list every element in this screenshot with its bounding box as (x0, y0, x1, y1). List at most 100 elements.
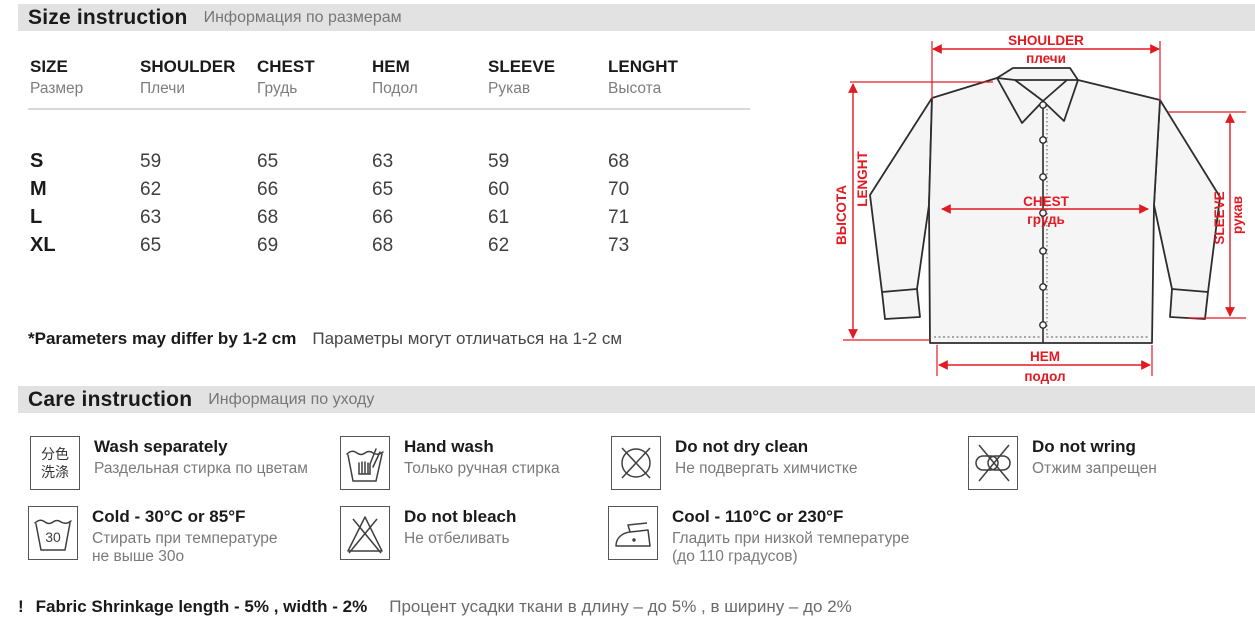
size-section-header-bar: Size instruction Информация по размерам (18, 4, 1255, 31)
col-subheader-hem: Подол (372, 80, 418, 97)
col-subheader-length: Высота (608, 80, 662, 97)
chest-label-en: CHEST (1023, 194, 1070, 209)
care-section-title-ru: Информация по уходу (208, 390, 375, 408)
shrinkage-note-ru: Процент усадки ткани в длину – до 5% , в… (389, 597, 852, 616)
size-section-title-ru: Информация по размерам (203, 8, 402, 26)
value-cell: 65 (140, 235, 162, 256)
care-section-title: Care instruction (28, 387, 193, 411)
value-cell: 62 (488, 235, 510, 256)
col-subheader-shoulder: Плечи (140, 80, 186, 97)
care-subtitle: Раздельная стирка по цветам (94, 460, 308, 477)
height-label-ru: ВЫСОТА (834, 185, 849, 245)
care-item-do-not-dry-clean: Do not dry clean Не подвергать химчистке (611, 436, 857, 490)
value-cell: 68 (372, 235, 394, 256)
value-cell: 65 (257, 151, 279, 172)
value-cell: 59 (140, 151, 162, 172)
care-title: Cool - 110°C or 230°F (672, 507, 844, 526)
size-section-title: Size instruction (28, 5, 188, 29)
care-section-header-bar: Care instruction Информация по уходу (18, 386, 1255, 413)
parameters-note-en: *Parameters may differ by 1-2 cm (28, 329, 297, 348)
value-cell: 60 (488, 179, 510, 200)
care-subtitle: Гладить при низкой температуре (до 110 г… (672, 530, 910, 565)
measurement-lines (843, 41, 1246, 376)
care-item-iron-cool: Cool - 110°C or 230°F Гладить при низкой… (608, 506, 909, 566)
col-header-chest: CHEST (257, 57, 315, 76)
shoulder-label-en: SHOULDER (1008, 35, 1084, 48)
table-row-l: L 63 68 66 61 71 (30, 206, 750, 234)
care-title: Do not wring (1032, 437, 1136, 456)
col-header-shoulder: SHOULDER (140, 57, 236, 76)
care-title: Do not dry clean (675, 437, 809, 456)
do-not-dry-clean-icon (611, 436, 661, 490)
table-header-separator (28, 108, 750, 110)
value-cell: 68 (257, 207, 279, 228)
parameters-note-ru: Параметры могут отличаться на 1-2 см (312, 329, 623, 348)
value-cell: 65 (372, 179, 394, 200)
size-label: L (30, 206, 43, 228)
col-header-length: LENGHT (608, 57, 678, 76)
hem-label-en: HEM (1030, 349, 1060, 364)
hem-label-ru: подол (1024, 369, 1065, 384)
value-cell: 63 (140, 207, 162, 228)
size-label: M (30, 178, 47, 200)
col-header-size: SIZE (30, 57, 68, 76)
value-cell: 70 (608, 179, 630, 200)
wash-cold-30-icon: 30 (28, 506, 78, 560)
size-label: XL (30, 234, 56, 256)
value-cell: 68 (608, 151, 630, 172)
value-cell: 69 (257, 235, 279, 256)
col-subheader-sleeve: Рукав (488, 80, 531, 97)
wash-temp-label: 30 (45, 529, 61, 545)
care-subtitle: Не отбеливать (404, 530, 510, 547)
shrinkage-note-en: Fabric Shrinkage length - 5% , width - 2… (35, 597, 368, 616)
table-row-xl: XL 65 69 68 62 73 (30, 234, 750, 262)
chest-label-ru: грудь (1027, 212, 1065, 227)
care-subtitle: Отжим запрещен (1032, 460, 1157, 477)
value-cell: 66 (257, 179, 279, 200)
care-title: Cold - 30°C or 85°F (92, 507, 246, 526)
value-cell: 71 (608, 207, 630, 228)
sleeve-label-en: SLEEVE (1212, 191, 1227, 244)
table-row-m: M 62 66 65 60 70 (30, 178, 750, 206)
size-table: SIZE Размер SHOULDER Плечи CHEST Грудь HEM П… (28, 57, 750, 262)
col-subheader-chest: Грудь (257, 80, 298, 97)
cjk-line-2: 洗涤 (41, 464, 69, 480)
care-item-do-not-bleach: Do not bleach Не отбеливать (340, 506, 516, 560)
size-table-header-row: SIZE Размер SHOULDER Плечи CHEST Грудь HEM П… (30, 57, 750, 98)
length-label-en: LENGHT (855, 151, 870, 207)
shirt-measurement-diagram: SHOULDER плечи ВЫСОТА LENGHT CHEST грудь… (830, 33, 1255, 385)
parameters-note: *Parameters may differ by 1-2 cm Парамет… (28, 329, 622, 349)
shirt-diagram-svg: SHOULDER плечи ВЫСОТА LENGHT CHEST грудь… (834, 33, 1246, 384)
care-title: Do not bleach (404, 507, 517, 526)
shrinkage-note-mark: ! (18, 597, 24, 616)
care-item-hand-wash: Hand wash Только ручная стирка (340, 436, 560, 490)
care-title: Hand wash (404, 437, 494, 456)
cjk-line-1: 分色 (41, 445, 69, 462)
col-header-hem: HEM (372, 57, 410, 76)
shrinkage-note: ! Fabric Shrinkage length - 5% , width -… (18, 597, 852, 617)
care-title: Wash separately (94, 437, 228, 456)
size-label: S (30, 150, 44, 172)
size-table-body: S 59 65 63 59 68 M 62 66 65 60 70 L 63 6… (30, 150, 750, 262)
value-cell: 62 (140, 179, 162, 200)
care-item-wash-separately: 分色 洗涤 Wash separately Раздельная стирка … (30, 436, 308, 490)
sleeve-label-ru: рукав (1230, 196, 1245, 234)
shoulder-label-ru: плечи (1026, 51, 1066, 66)
value-cell: 66 (372, 207, 394, 228)
table-row-s: S 59 65 63 59 68 (30, 150, 750, 178)
col-header-sleeve: SLEEVE (488, 57, 556, 76)
care-item-do-not-wring: Do not wring Отжим запрещен (968, 436, 1157, 490)
measurement-labels: SHOULDER плечи ВЫСОТА LENGHT CHEST грудь… (834, 33, 1245, 384)
do-not-bleach-icon (340, 506, 390, 560)
care-subtitle: Не подвергать химчистке (675, 460, 858, 477)
wash-separately-icon: 分色 洗涤 (30, 436, 80, 490)
hand-wash-icon (340, 436, 390, 490)
value-cell: 63 (372, 151, 394, 172)
care-item-wash-cold: 30 Cold - 30°C or 85°F Стирать при темпе… (28, 506, 278, 566)
value-cell: 61 (488, 207, 510, 228)
care-subtitle: Стирать при температуре не выше 30о (92, 530, 278, 565)
iron-cool-icon (608, 506, 658, 560)
value-cell: 59 (488, 151, 510, 172)
do-not-wring-icon (968, 436, 1018, 490)
